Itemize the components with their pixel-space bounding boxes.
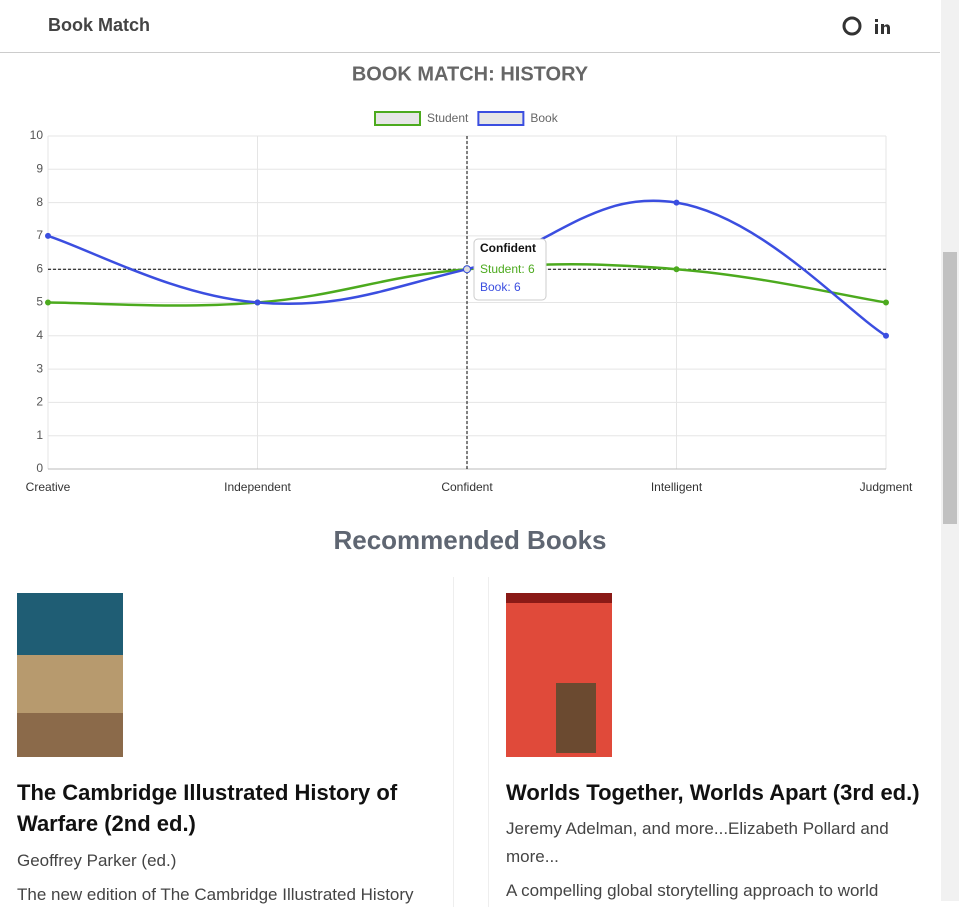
book-cover — [17, 593, 123, 757]
point — [673, 266, 680, 273]
x-tick-label: Independent — [224, 480, 291, 494]
book-description: A compelling global storytelling approac… — [506, 881, 879, 900]
book-cover — [506, 593, 612, 757]
point — [463, 265, 471, 274]
book-author: Geoffrey Parker (ed.) — [17, 851, 177, 870]
x-tick-label: Judgment — [860, 480, 913, 494]
y-tick-label: 6 — [36, 261, 43, 275]
chart-title: BOOK MATCH: HISTORY — [352, 63, 589, 85]
y-tick-label: 2 — [36, 395, 43, 409]
point — [45, 232, 51, 239]
y-tick-label: 5 — [36, 295, 43, 309]
social-icons — [842, 16, 890, 36]
tooltip-line: Student: 6 — [480, 262, 535, 276]
book-card[interactable]: Worlds Together, Worlds Apart (3rd ed.) … — [506, 577, 926, 907]
chart: BOOK MATCH: HISTORY 0 1 2 3 4 5 6 7 8 9 10 Creative… — [26, 63, 913, 494]
point — [45, 299, 51, 306]
y-tick-label: 7 — [36, 228, 43, 242]
book-title: The Cambridge Illustrated History of War… — [17, 780, 398, 836]
x-tick-label: Intelligent — [651, 480, 703, 494]
y-tick-label: 8 — [36, 195, 43, 209]
legend-swatch — [477, 111, 525, 126]
book-card[interactable]: The Cambridge Illustrated History of War… — [17, 577, 437, 907]
book-title: Worlds Together, Worlds Apart (3rd ed.) — [506, 780, 920, 805]
tooltip-title: Confident — [480, 241, 536, 255]
book-description: The new edition of The Cambridge Illustr… — [17, 885, 414, 904]
tooltip-box — [473, 238, 547, 301]
y-tick-label: 3 — [36, 361, 43, 375]
point — [254, 299, 261, 306]
section-heading: Recommended Books — [333, 525, 607, 555]
x-tick-label: Creative — [26, 480, 71, 494]
scrollbar[interactable] — [941, 0, 959, 901]
y-tick-label: 1 — [36, 428, 43, 442]
point — [883, 299, 889, 306]
y-tick-label: 0 — [36, 461, 43, 475]
header: Book Match — [0, 0, 940, 53]
point — [883, 332, 889, 339]
point — [673, 199, 680, 206]
github-icon[interactable] — [842, 16, 862, 36]
brand[interactable]: Book Match — [48, 15, 151, 35]
y-tick-label: 4 — [36, 328, 43, 342]
legend-label: Student — [427, 111, 469, 125]
y-tick-label: 10 — [30, 128, 44, 142]
tooltip-line: Book: 6 — [480, 280, 521, 294]
x-tick-label: Confident — [441, 480, 493, 494]
tooltip: Confident Student: 6 Book: 6 — [473, 238, 547, 301]
book-author: Jeremy Adelman, and more...Elizabeth Pol… — [506, 819, 889, 866]
legend-swatch — [374, 111, 421, 126]
legend-label: Book — [530, 111, 558, 125]
card-divider — [453, 577, 489, 907]
y-tick-label: 9 — [36, 161, 43, 175]
linkedin-icon[interactable] — [875, 19, 890, 34]
